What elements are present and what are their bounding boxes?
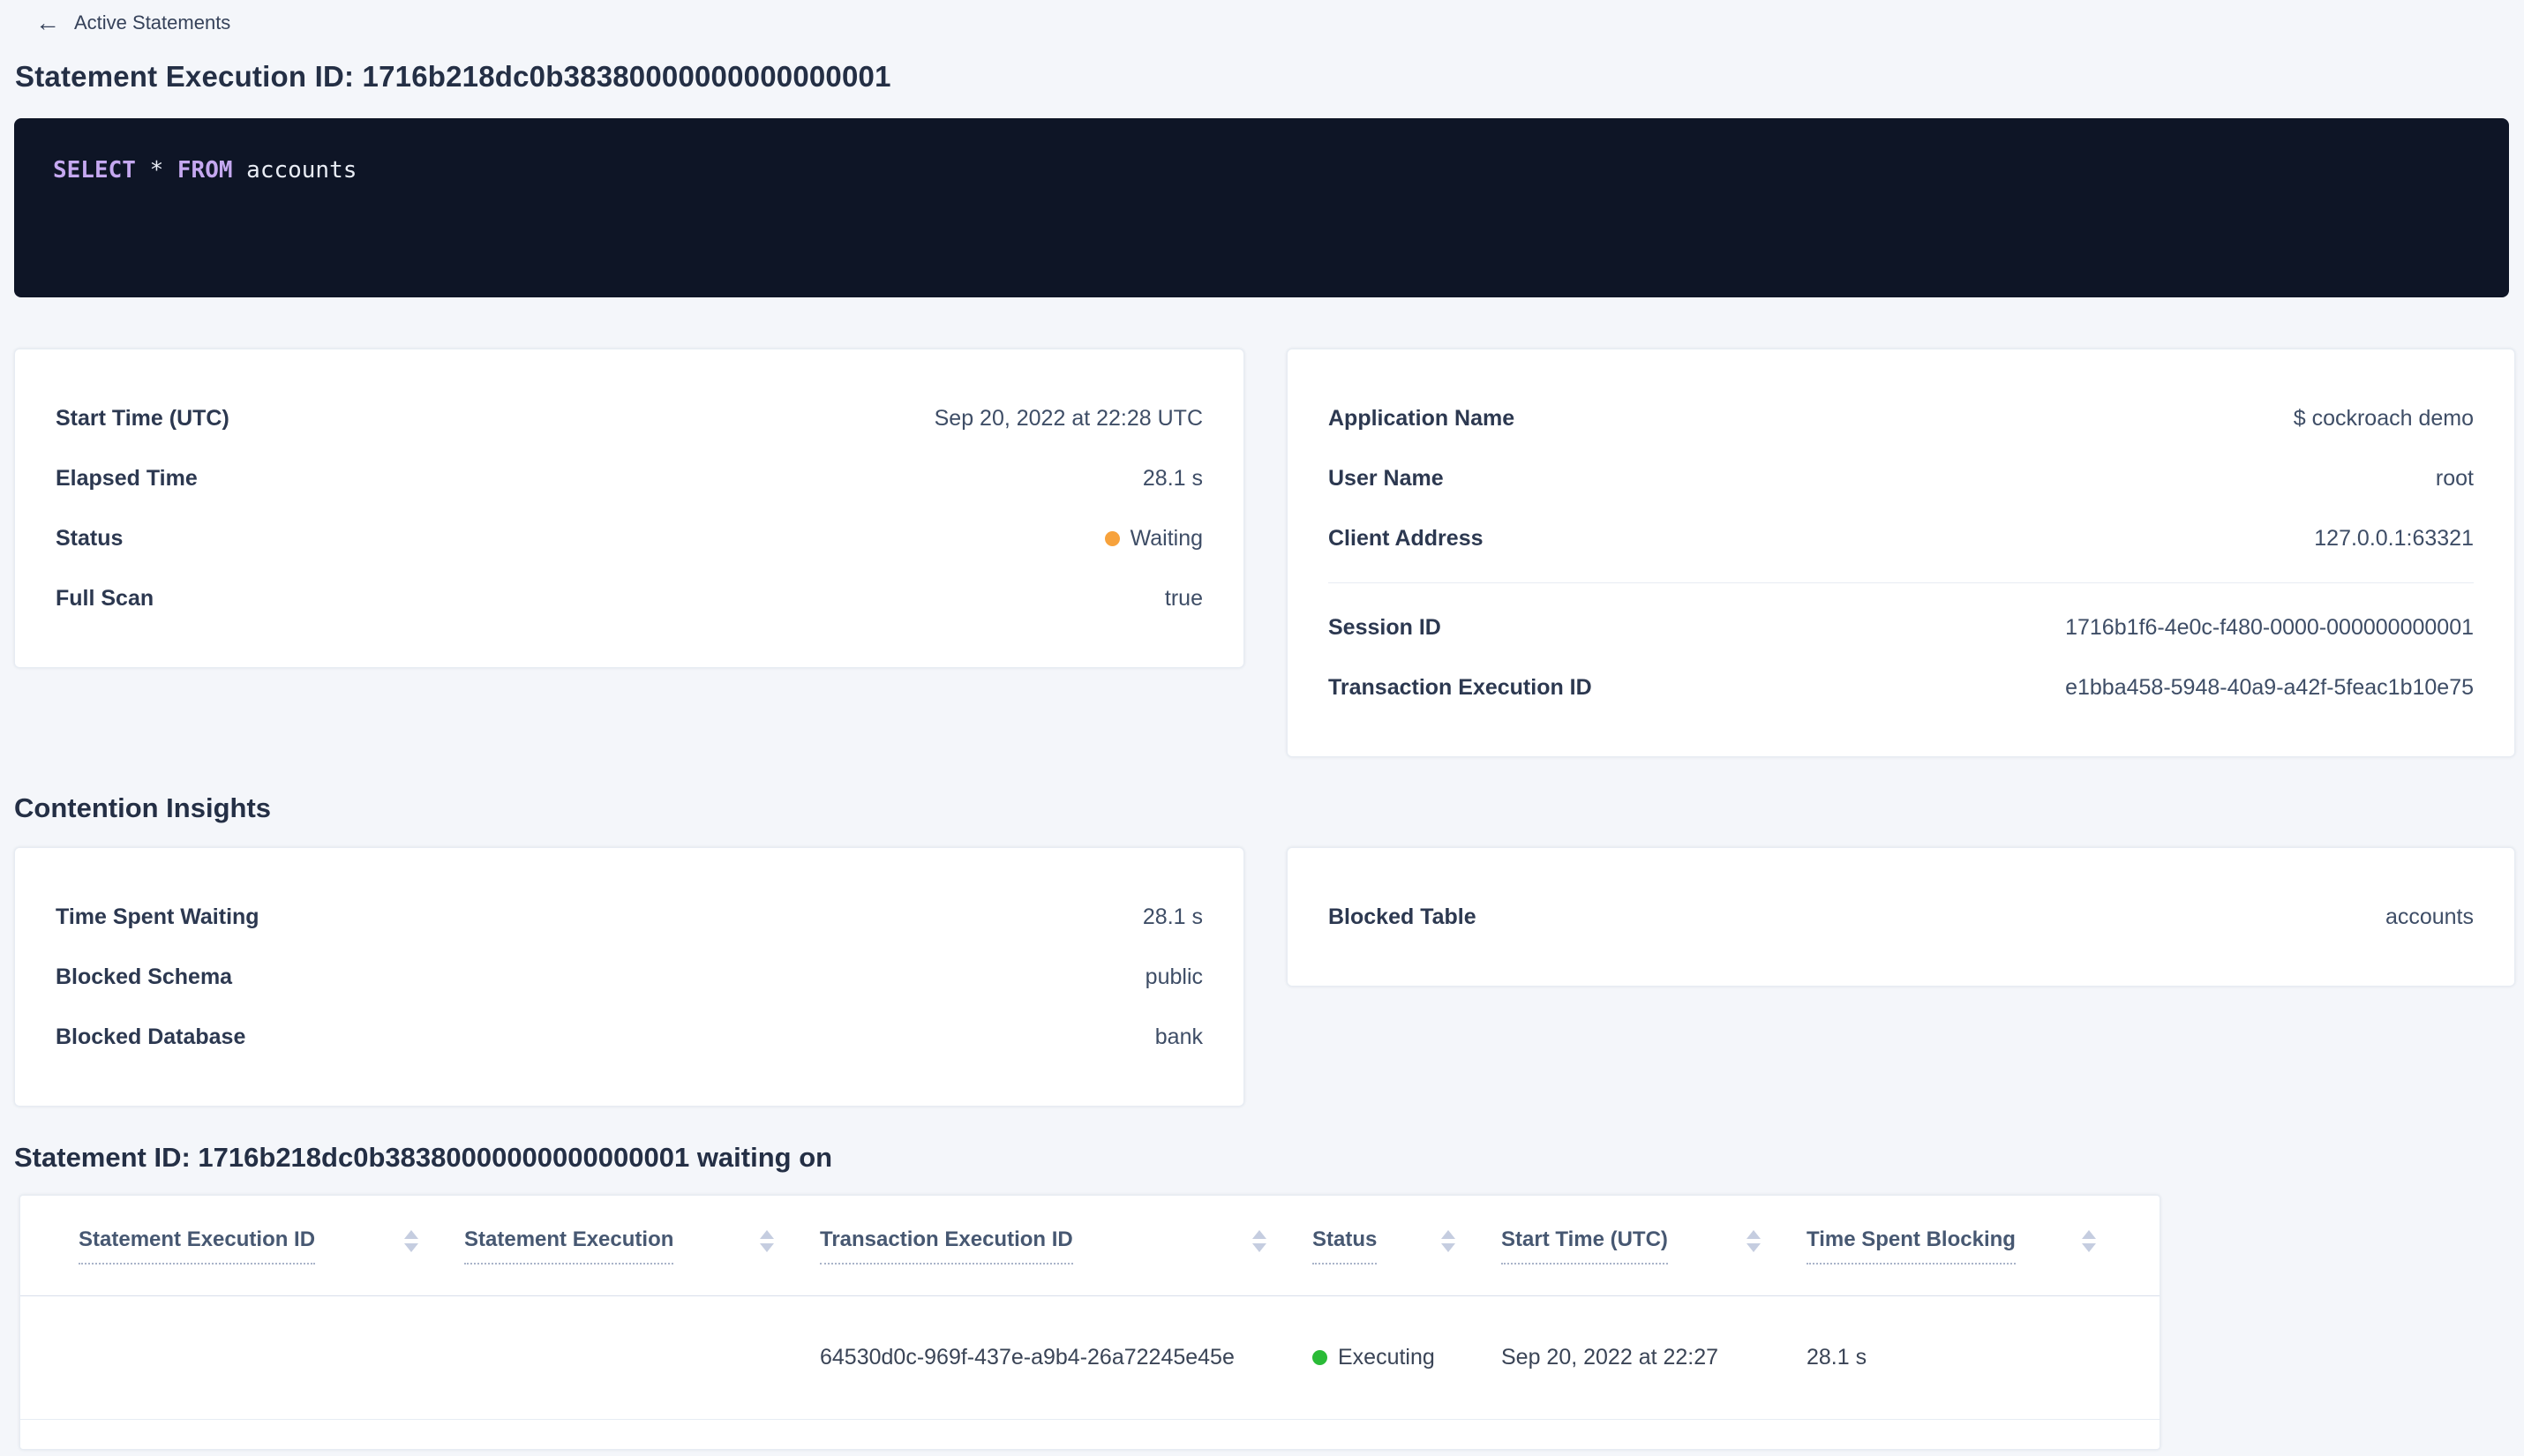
column-header-label[interactable]: Status	[1312, 1227, 1378, 1265]
blocked-database-row: Blocked Database bank	[56, 1007, 1203, 1067]
time-spent-waiting-value: 28.1 s	[1142, 904, 1203, 929]
summary-cards-row: Start Time (UTC) Sep 20, 2022 at 22:28 U…	[14, 349, 2524, 757]
sort-icon[interactable]	[2082, 1230, 2096, 1252]
session-id-link[interactable]: 1716b1f6-4e0c-f480-0000-000000000001	[2065, 614, 2474, 640]
status-row: Status Waiting	[56, 508, 1203, 568]
status-label: Status	[56, 525, 124, 551]
sort-icon[interactable]	[1747, 1230, 1761, 1252]
status-text: Waiting	[1130, 525, 1203, 551]
start-time-label: Start Time (UTC)	[56, 405, 229, 431]
start-time-value: Sep 20, 2022 at 22:28 UTC	[934, 405, 1203, 431]
blocked-table-row: Blocked Table accounts	[1328, 887, 2474, 947]
column-header-label[interactable]: Transaction Execution ID	[820, 1227, 1073, 1265]
session-id-label: Session ID	[1328, 614, 1441, 640]
waiting-on-table: Statement Execution ID Statement Executi…	[19, 1195, 2160, 1450]
column-header-label[interactable]: Time Spent Blocking	[1807, 1227, 2016, 1265]
full-scan-label: Full Scan	[56, 585, 154, 611]
full-scan-row: Full Scan true	[56, 568, 1203, 628]
blocked-database-label: Blocked Database	[56, 1024, 246, 1049]
contention-details-card: Time Spent Waiting 28.1 s Blocked Schema…	[14, 847, 1244, 1107]
cell-status: Executing	[1312, 1345, 1501, 1370]
sql-keyword: SELECT	[53, 157, 136, 184]
executing-status-dot-icon	[1312, 1350, 1327, 1365]
user-name-label: User Name	[1328, 465, 1444, 491]
contention-cards-row: Time Spent Waiting 28.1 s Blocked Schema…	[14, 847, 2524, 1107]
client-address-row: Client Address 127.0.0.1:63321	[1328, 508, 2474, 568]
transaction-execution-id-label: Transaction Execution ID	[1328, 674, 1592, 700]
sql-keyword: FROM	[177, 157, 233, 184]
column-header-time-spent-blocking: Time Spent Blocking	[1807, 1227, 2142, 1265]
table-bottom-padding	[20, 1420, 2160, 1449]
waiting-on-table-header: Statement Execution ID Statement Executi…	[20, 1196, 2160, 1296]
blocked-table-card: Blocked Table accounts	[1287, 847, 2515, 987]
cell-start-time: Sep 20, 2022 at 22:27	[1501, 1345, 1719, 1370]
sql-statement-box: SELECT * FROM accounts	[14, 118, 2509, 297]
blocked-database-value: bank	[1154, 1024, 1203, 1049]
column-header-label[interactable]: Start Time (UTC)	[1501, 1227, 1668, 1265]
application-name-label: Application Name	[1328, 405, 1515, 431]
sort-icon[interactable]	[1252, 1230, 1266, 1252]
client-address-label: Client Address	[1328, 525, 1484, 551]
blocked-table-label: Blocked Table	[1328, 904, 1476, 929]
time-spent-waiting-label: Time Spent Waiting	[56, 904, 259, 929]
full-scan-value: true	[1164, 585, 1203, 611]
user-name-row: User Name root	[1328, 448, 2474, 508]
transaction-execution-id-row: Transaction Execution ID e1bba458-5948-4…	[1328, 657, 2474, 717]
waiting-status-dot-icon	[1104, 530, 1120, 546]
breadcrumb-label: Active Statements	[74, 11, 231, 34]
blocked-schema-label: Blocked Schema	[56, 964, 233, 989]
time-spent-waiting-row: Time Spent Waiting 28.1 s	[56, 887, 1203, 947]
sql-text: accounts	[232, 157, 357, 184]
client-address-value: 127.0.0.1:63321	[2314, 525, 2474, 551]
column-header-start-time: Start Time (UTC)	[1501, 1227, 1807, 1265]
cell-status-text: Executing	[1338, 1345, 1435, 1370]
cell-transaction-execution-id: 64530d0c-969f-437e-a9b4-26a72245e45e	[820, 1345, 1235, 1370]
column-header-transaction-execution-id: Transaction Execution ID	[820, 1227, 1312, 1265]
session-id-row: Session ID 1716b1f6-4e0c-f480-0000-00000…	[1328, 597, 2474, 657]
column-header-label[interactable]: Statement Execution ID	[79, 1227, 316, 1265]
column-header-statement-execution-id: Statement Execution ID	[79, 1227, 464, 1265]
waiting-on-heading: Statement ID: 1716b218dc0b38380000000000…	[14, 1142, 833, 1173]
breadcrumb-back-link[interactable]: ← Active Statements	[0, 0, 230, 35]
column-header-status: Status	[1312, 1227, 1501, 1265]
start-time-row: Start Time (UTC) Sep 20, 2022 at 22:28 U…	[56, 388, 1203, 448]
sort-icon[interactable]	[760, 1230, 774, 1252]
session-summary-card: Application Name $ cockroach demo User N…	[1287, 349, 2515, 757]
elapsed-time-label: Elapsed Time	[56, 465, 198, 491]
table-row: 64530d0c-969f-437e-a9b4-26a72245e45e Exe…	[20, 1296, 2160, 1420]
application-name-row: Application Name $ cockroach demo	[1328, 388, 2474, 448]
status-value: Waiting	[1104, 525, 1203, 552]
user-name-value: root	[2435, 465, 2474, 491]
column-header-statement-execution: Statement Execution	[464, 1227, 820, 1265]
blocked-schema-row: Blocked Schema public	[56, 947, 1203, 1007]
cell-time-spent-blocking: 28.1 s	[1807, 1345, 1867, 1370]
blocked-table-value: accounts	[2385, 904, 2474, 929]
sort-icon[interactable]	[404, 1230, 418, 1252]
transaction-execution-id-link[interactable]: e1bba458-5948-40a9-a42f-5feac1b10e75	[2065, 674, 2474, 700]
elapsed-time-value: 28.1 s	[1142, 465, 1203, 491]
column-header-label[interactable]: Statement Execution	[464, 1227, 674, 1265]
statement-summary-card: Start Time (UTC) Sep 20, 2022 at 22:28 U…	[14, 349, 1244, 668]
card-divider	[1328, 582, 2474, 583]
blocked-schema-value: public	[1145, 964, 1203, 989]
sql-text: *	[135, 157, 177, 184]
elapsed-time-row: Elapsed Time 28.1 s	[56, 448, 1203, 508]
sort-icon[interactable]	[1441, 1230, 1455, 1252]
page-title: Statement Execution ID: 1716b218dc0b3838…	[15, 60, 891, 93]
contention-insights-heading: Contention Insights	[14, 792, 272, 823]
application-name-value: $ cockroach demo	[2293, 405, 2474, 431]
back-arrow-icon: ←	[35, 9, 60, 36]
